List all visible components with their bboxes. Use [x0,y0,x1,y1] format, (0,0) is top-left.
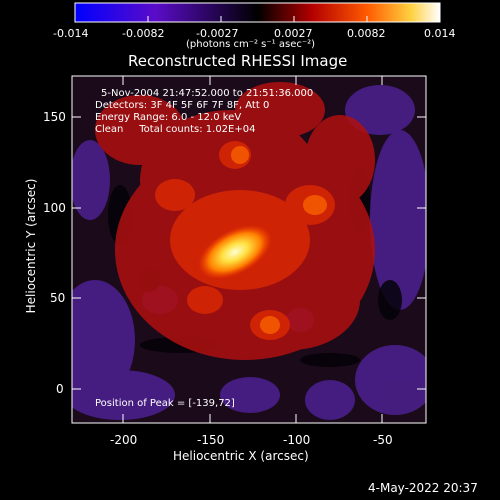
x-axis-label: Heliocentric X (arcsec) [173,449,309,463]
peak-position-text: Position of Peak = [-139,72] [95,398,235,409]
x-tick-label: -200 [110,433,138,447]
time-range-text: 5-Nov-2004 21:47:52.000 to 21:51:36.000 [101,88,314,99]
colorbar-tick-label: -0.014 [53,27,89,40]
colorbar [74,2,441,23]
colorbar-unit: (photons cm⁻² s⁻¹ asec⁻²) [186,39,316,50]
plot-frame [71,75,427,424]
plot-title: Reconstructed RHESSI Image [128,52,348,70]
x-ticks [122,76,383,423]
clean-counts-text: Clean Total counts: 1.02E+04 [95,124,256,135]
rhessi-image [72,76,426,423]
y-tick-label: 150 [43,110,66,124]
y-tick-label: 50 [50,291,66,305]
x-tick-label: -50 [373,433,393,447]
colorbar-tick-label: 0.0027 [274,27,313,40]
y-tick-label: 0 [56,382,64,396]
y-tick-label: 100 [43,201,66,215]
y-ticks [72,116,426,390]
footer-date: 4-May-2022 20:37 [368,481,478,495]
colorbar-tick-label: -0.0082 [122,27,165,40]
colorbar-tick-label: -0.0027 [196,27,239,40]
emission-peak [198,224,272,280]
detectors-text: Detectors: 3F 4F 5F 6F 7F 8F, Att 0 [95,100,270,111]
x-tick-label: -100 [283,433,311,447]
colorbar-tick-label: 0.014 [424,27,456,40]
x-tick-label: -150 [197,433,225,447]
colorbar-ticks [74,16,441,22]
colorbar-tick-label: 0.0082 [347,27,386,40]
y-axis-label: Heliocentric Y (arcsec) [24,178,38,314]
energy-range-text: Energy Range: 6.0 - 12.0 keV [95,112,242,123]
